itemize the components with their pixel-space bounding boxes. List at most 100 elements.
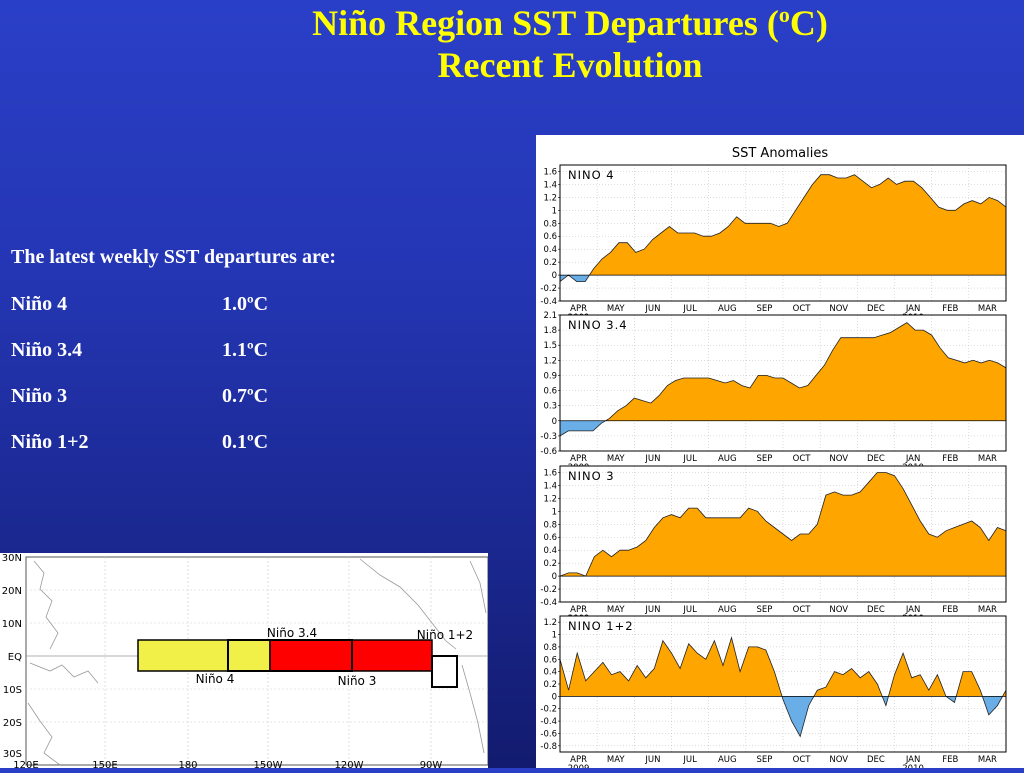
lat-label: 30S bbox=[3, 749, 22, 760]
lat-label: EQ bbox=[8, 652, 22, 663]
panel-border bbox=[559, 314, 1007, 452]
x-tick-label: FEB bbox=[942, 304, 958, 314]
series-line bbox=[559, 322, 1007, 437]
lon-label: 180 bbox=[178, 760, 197, 768]
y-tick-label: -0.2 bbox=[540, 705, 557, 715]
x-tick-label: OCT bbox=[793, 304, 812, 314]
x-tick-label: MAY bbox=[607, 755, 625, 765]
panel-name: NINO 3.4 bbox=[568, 318, 628, 332]
series-line bbox=[559, 636, 1007, 738]
x-tick-label: JAN bbox=[905, 605, 921, 615]
y-tick-label: -0.6 bbox=[540, 729, 557, 739]
series-line bbox=[559, 472, 1007, 577]
y-tick-label: 1.5 bbox=[543, 341, 557, 351]
x-tick-label: DEC bbox=[867, 755, 885, 765]
sst-anomalies-chart: SST Anomalies -0.4 -0.2 0 0.2 0.4 0.6 0.8 1 1.2 1.… bbox=[540, 146, 1007, 773]
y-tick-label: 0.3 bbox=[543, 402, 557, 412]
y-tick-label: 1.4 bbox=[543, 481, 557, 491]
x-tick-label: JUL bbox=[682, 605, 697, 615]
nino-map-svg: Niño 3.4 Niño 1+2 Niño 4 Niño 3 30N 20N … bbox=[2, 553, 489, 771]
y-tick-label: 1.2 bbox=[543, 356, 557, 366]
panel-border bbox=[559, 164, 1007, 302]
x-tick-label: JAN bbox=[905, 454, 921, 464]
degree-superscript: o bbox=[778, 2, 790, 27]
x-tick-label: NOV bbox=[829, 304, 848, 314]
y-tick-label: 0 bbox=[552, 417, 557, 427]
x-tick-label: DEC bbox=[867, 454, 885, 464]
panel-name: NINO 3 bbox=[568, 469, 615, 483]
y-tick-label: 0.4 bbox=[543, 668, 557, 678]
x-tick-label: AUG bbox=[718, 605, 737, 615]
positive-area bbox=[605, 322, 1006, 421]
region-value: 1.1ºC bbox=[222, 339, 269, 361]
x-tick-label: MAY bbox=[607, 304, 625, 314]
region-row-nino34: Niño 3.4 1.1ºC bbox=[11, 339, 341, 365]
region-row-nino4: Niño 4 1.0ºC bbox=[11, 293, 341, 319]
latest-heading: The latest weekly SST departures are: bbox=[11, 246, 336, 268]
x-tick-label: DEC bbox=[867, 304, 885, 314]
x-tick-label: FEB bbox=[942, 755, 958, 765]
y-tick-label: 1 bbox=[552, 206, 557, 216]
x-tick-label: NOV bbox=[829, 454, 848, 464]
y-tick-label: 2.1 bbox=[543, 311, 557, 321]
x-tick-label: FEB bbox=[942, 454, 958, 464]
x-tick-label: DEC bbox=[867, 605, 885, 615]
x-tick-label: FEB bbox=[942, 605, 958, 615]
title-text: Niño Region SST Departures ( bbox=[312, 3, 779, 43]
nino4-box-west bbox=[137, 639, 229, 672]
region-row-nino3: Niño 3 0.7ºC bbox=[11, 385, 341, 411]
x-tick-label: APR bbox=[570, 304, 587, 314]
y-tick-label: -0.6 bbox=[540, 447, 557, 457]
panel-name: NINO 1+2 bbox=[568, 619, 634, 633]
x-tick-label: OCT bbox=[793, 605, 812, 615]
x-tick-label: OCT bbox=[793, 755, 812, 765]
y-tick-label: 1.8 bbox=[543, 326, 557, 336]
positive-area bbox=[560, 174, 1006, 276]
region-value: 0.7ºC bbox=[222, 385, 269, 407]
y-tick-label: 0.2 bbox=[543, 680, 557, 690]
nino12-box bbox=[431, 655, 458, 688]
x-tick-label: JUN bbox=[644, 605, 660, 615]
y-tick-label: 0.6 bbox=[543, 387, 557, 397]
y-tick-label: 1.6 bbox=[543, 167, 557, 177]
x-tick-label: MAR bbox=[978, 605, 997, 615]
slide-title: Niño Region SST Departures (oC) Recent E… bbox=[150, 2, 990, 86]
region-value: 0.1ºC bbox=[222, 431, 269, 453]
negative-area bbox=[560, 275, 590, 282]
y-tick-label: 0 bbox=[552, 572, 557, 582]
y-tick-label: 0.2 bbox=[543, 258, 557, 268]
lat-label: 10N bbox=[2, 619, 22, 630]
x-tick-label: SEP bbox=[756, 304, 772, 314]
y-tick-label: -0.4 bbox=[540, 717, 557, 727]
positive-area bbox=[560, 472, 1006, 577]
x-tick-label: JUN bbox=[644, 454, 660, 464]
y-tick-label: 0.4 bbox=[543, 245, 557, 255]
nino-regions-map: Niño 3.4 Niño 1+2 Niño 4 Niño 3 30N 20N … bbox=[0, 553, 489, 771]
lon-label: 120W bbox=[335, 760, 364, 768]
title-line-1: Niño Region SST Departures (oC) bbox=[150, 2, 990, 44]
nino34-box bbox=[227, 639, 353, 672]
x-tick-label: JAN bbox=[905, 755, 921, 765]
panel-nino-4: -0.4 -0.2 0 0.2 0.4 0.6 0.8 1 1.2 1.4 1.6 NINO 4 APR… bbox=[540, 164, 1007, 323]
year-label: 2009 bbox=[568, 764, 590, 768]
sst-anomalies-chart-panel: SST Anomalies -0.4 -0.2 0 0.2 0.4 0.6 0.8 1 1.2 1.… bbox=[536, 135, 1024, 773]
nino3-label: Niño 3 bbox=[338, 674, 377, 688]
x-tick-label: OCT bbox=[793, 454, 812, 464]
lat-label: 10S bbox=[3, 685, 22, 696]
region-name: Niño 3.4 bbox=[11, 339, 83, 361]
y-tick-label: 0.9 bbox=[543, 371, 557, 381]
y-tick-label: 0.6 bbox=[543, 655, 557, 665]
panel-name: NINO 4 bbox=[568, 168, 615, 182]
lon-label: 120E bbox=[13, 760, 38, 768]
lat-label: 20S bbox=[3, 718, 22, 729]
lat-label: 20N bbox=[2, 586, 22, 597]
map-region-labels: Niño 3.4 Niño 1+2 Niño 4 Niño 3 bbox=[196, 626, 474, 688]
map-lon-labels: 120E 150E 180 150W 120W 90W bbox=[13, 760, 442, 771]
x-tick-label: SEP bbox=[756, 755, 772, 765]
positive-area bbox=[560, 637, 1006, 697]
map-lat-labels: 30N 20N 10N EQ 10S 20S 30S bbox=[2, 553, 22, 760]
x-tick-label: JUL bbox=[682, 454, 697, 464]
series-line bbox=[559, 174, 1007, 282]
x-tick-label: AUG bbox=[718, 454, 737, 464]
x-tick-label: APR bbox=[570, 605, 587, 615]
